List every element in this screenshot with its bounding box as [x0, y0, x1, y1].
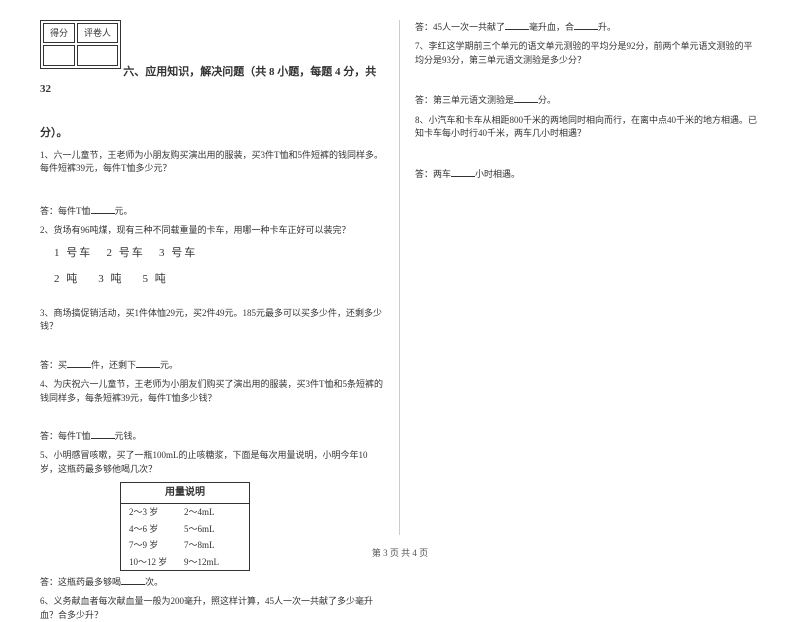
- answer-1-post: 元。: [115, 206, 133, 216]
- answer-1-pre: 答：每件T恤: [40, 206, 91, 216]
- grader-blank: [77, 45, 118, 65]
- blank-icon: [514, 93, 538, 103]
- answer-4-pre: 答：每件T恤: [40, 431, 91, 441]
- answer-7-post: 分。: [538, 95, 556, 105]
- answer-3-post: 元。: [160, 360, 178, 370]
- answer-4-post: 元钱。: [115, 431, 142, 441]
- truck-values-row: 2 吨 3 吨 5 吨: [54, 271, 384, 289]
- blank-icon: [136, 358, 160, 368]
- dose-ml: 2～4mL: [184, 507, 215, 517]
- blank-icon: [67, 358, 91, 368]
- left-column: 得分 评卷人 六、应用知识，解决问题（共 8 小题，每题 4 分，共 32 分）…: [40, 20, 400, 535]
- dosage-title: 用量说明: [121, 483, 249, 504]
- page-footer: 第 3 页 共 4 页: [0, 546, 800, 559]
- answer-5: 答：这瓶药最多够喝 次。: [40, 575, 384, 589]
- grader-label: 评卷人: [77, 23, 118, 43]
- score-box: 得分 评卷人: [40, 20, 121, 69]
- blank-icon: [91, 429, 115, 439]
- section-title-tail: 分）。: [40, 127, 68, 139]
- section-title: 六、应用知识，解决问题（共 8 小题，每题 4 分，共 32: [40, 66, 376, 96]
- score-blank: [43, 45, 75, 65]
- question-5: 5、小明感冒咳嗽，买了一瓶100mL的止咳糖浆，下面是每次用量说明，小明今年10…: [40, 449, 384, 476]
- blank-icon: [505, 20, 529, 30]
- answer-6: 答：45人一次一共献了 毫升血，合 升。: [415, 20, 760, 34]
- answer-8-post: 小时相遇。: [475, 169, 520, 179]
- answer-6-post: 升。: [598, 22, 616, 32]
- dosage-row: 2～3 岁2～4mL: [121, 504, 249, 520]
- question-1: 1、六一儿童节，王老师为小朋友购买演出用的服装，买3件T恤和5件短裤的钱同样多。…: [40, 149, 384, 176]
- page-container: 得分 评卷人 六、应用知识，解决问题（共 8 小题，每题 4 分，共 32 分）…: [0, 0, 800, 535]
- answer-1: 答：每件T恤 元。: [40, 204, 384, 218]
- question-3: 3、商场搞促销活动，买1件体恤29元，买2件49元。185元最多可以买多少件，还…: [40, 307, 384, 334]
- question-8: 8、小汽车和卡车从相距800千米的两地同时相向而行，在离中点40千米的地方相遇。…: [415, 114, 760, 141]
- dose-ml: 5～6mL: [184, 524, 215, 534]
- answer-5-pre: 答：这瓶药最多够喝: [40, 577, 121, 587]
- answer-5-post: 次。: [145, 577, 163, 587]
- answer-8: 答：两车 小时相遇。: [415, 167, 760, 181]
- blank-icon: [574, 20, 598, 30]
- answer-6-mid: 毫升血，合: [529, 22, 574, 32]
- blank-icon: [121, 575, 145, 585]
- right-column: 答：45人一次一共献了 毫升血，合 升。 7、李红这学期前三个单元的语文单元测验的平…: [400, 20, 760, 535]
- answer-8-pre: 答：两车: [415, 169, 451, 179]
- question-2: 2、货场有96吨煤，现有三种不同载重量的卡车，用哪一种卡车正好可以装完？: [40, 224, 384, 238]
- blank-icon: [451, 167, 475, 177]
- answer-3-pre: 答：买: [40, 360, 67, 370]
- dose-age: 4～6 岁: [129, 522, 184, 536]
- answer-3-mid: 件，还剩下: [91, 360, 136, 370]
- answer-3: 答：买 件，还剩下 元。: [40, 358, 384, 372]
- answer-7-pre: 答：第三单元语文测验是: [415, 95, 514, 105]
- answer-7: 答：第三单元语文测验是 分。: [415, 93, 760, 107]
- dosage-row: 4～6 岁5～6mL: [121, 521, 249, 537]
- dose-age: 2～3 岁: [129, 505, 184, 519]
- answer-6-pre: 答：45人一次一共献了: [415, 22, 505, 32]
- question-7: 7、李红这学期前三个单元的语文单元测验的平均分是92分，前两个单元语文测验的平均…: [415, 40, 760, 67]
- score-label: 得分: [43, 23, 75, 43]
- question-4: 4、为庆祝六一儿童节，王老师为小朋友们购买了演出用的服装，买3件T恤和5条短裤的…: [40, 378, 384, 405]
- answer-4: 答：每件T恤 元钱。: [40, 429, 384, 443]
- truck-header-row: 1 号车 2 号车 3 号车: [54, 245, 384, 263]
- question-6: 6、义务献血者每次献血量一般为200毫升，照这样计算，45人一次一共献了多少毫升…: [40, 595, 384, 622]
- blank-icon: [91, 204, 115, 214]
